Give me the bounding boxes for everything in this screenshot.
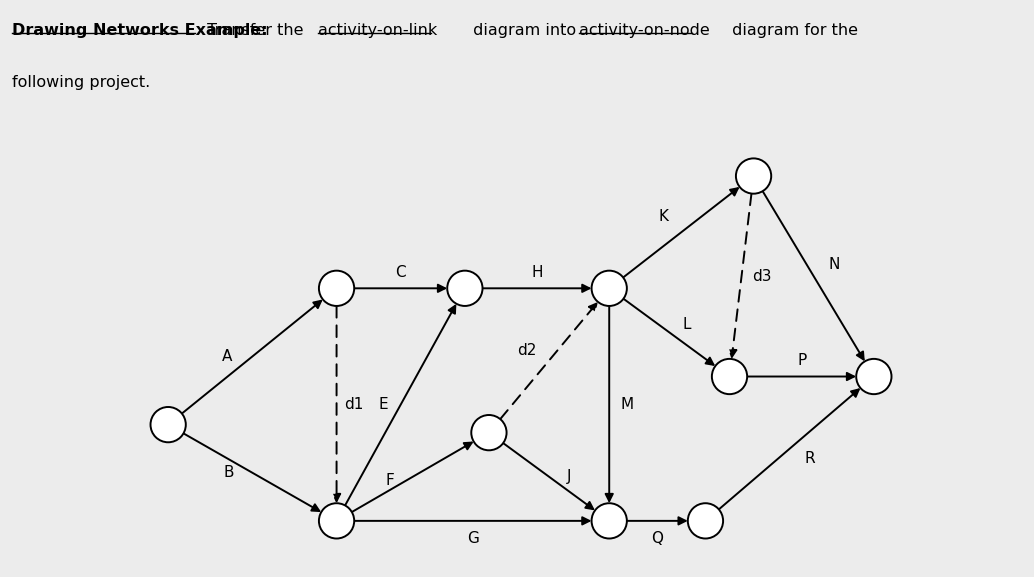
Text: d3: d3 xyxy=(752,269,771,284)
Text: following project.: following project. xyxy=(12,75,151,90)
Text: Q: Q xyxy=(651,531,664,546)
Circle shape xyxy=(448,271,483,306)
Text: Transfer the: Transfer the xyxy=(202,23,308,38)
Text: L: L xyxy=(682,317,692,332)
Text: diagram into: diagram into xyxy=(468,23,582,38)
Text: H: H xyxy=(531,265,543,280)
Text: A: A xyxy=(221,349,232,364)
Text: N: N xyxy=(828,257,840,272)
Text: F: F xyxy=(386,473,395,488)
Circle shape xyxy=(318,503,355,538)
Text: G: G xyxy=(467,531,479,546)
Circle shape xyxy=(591,503,627,538)
Circle shape xyxy=(591,271,627,306)
Circle shape xyxy=(711,359,748,394)
Text: J: J xyxy=(567,469,572,484)
Text: diagram for the: diagram for the xyxy=(727,23,858,38)
Text: d1: d1 xyxy=(344,397,364,412)
Circle shape xyxy=(151,407,186,443)
Text: B: B xyxy=(223,465,234,480)
Text: C: C xyxy=(395,265,406,280)
Text: Drawing Networks Example:: Drawing Networks Example: xyxy=(12,23,268,38)
Text: E: E xyxy=(378,397,388,412)
Text: R: R xyxy=(804,451,815,466)
Circle shape xyxy=(318,271,355,306)
Circle shape xyxy=(472,415,507,450)
Circle shape xyxy=(736,159,771,194)
Text: K: K xyxy=(659,209,669,224)
Text: d2: d2 xyxy=(517,343,537,358)
Circle shape xyxy=(856,359,891,394)
Text: M: M xyxy=(620,397,634,412)
Text: activity-on-link: activity-on-link xyxy=(318,23,437,38)
Circle shape xyxy=(688,503,723,538)
Text: P: P xyxy=(797,353,807,368)
Text: activity-on-node: activity-on-node xyxy=(579,23,709,38)
